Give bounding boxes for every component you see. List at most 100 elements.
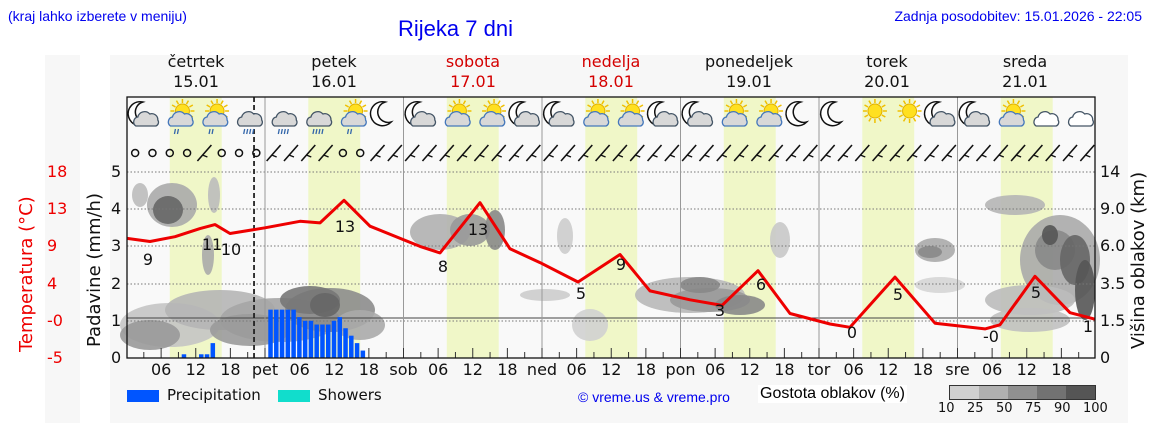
wind-barb-icon xyxy=(560,144,576,162)
wind-barb-icon xyxy=(473,144,490,162)
day-header-6: sreda 21.01 xyxy=(955,52,1095,92)
day-date: 18.01 xyxy=(588,72,634,91)
last-updated: Zadnja posodobitev: 15.01.2026 - 22:05 xyxy=(894,8,1142,24)
x-tick-label: 18 xyxy=(358,360,380,379)
wind-barb-icon xyxy=(338,148,348,158)
cloud-scale-step xyxy=(1037,386,1066,399)
day-header-5: torek 20.01 xyxy=(817,52,957,92)
tick-label: 1 xyxy=(111,311,122,330)
svg-text:-0: -0 xyxy=(983,327,999,346)
moon-icon xyxy=(819,100,844,127)
day-date: 15.01 xyxy=(173,72,219,91)
wind-barb-icon xyxy=(871,144,888,162)
wind-barb-icon xyxy=(664,144,680,162)
x-tick-label: 12 xyxy=(185,360,206,379)
precipitation-swatch xyxy=(127,390,159,402)
cloud-density-label: Gostota oblakov (%) xyxy=(758,385,907,403)
tick-label: 13 xyxy=(47,199,68,218)
wind-barb-icon xyxy=(525,144,541,162)
temperature-line xyxy=(126,198,1096,331)
x-tick-label: 12 xyxy=(324,360,345,379)
temp-axis-panel xyxy=(45,55,80,423)
tick-label: 5 xyxy=(111,162,122,181)
wind-barb-icon xyxy=(148,148,157,158)
tick-label: 0 xyxy=(111,348,122,367)
wind-barb-icon xyxy=(975,144,992,162)
tick-label: 2 xyxy=(111,274,122,293)
sun-icon xyxy=(862,99,887,123)
x-tick-label: 12 xyxy=(601,360,622,379)
sun-icon xyxy=(897,99,922,123)
wind-barb-icon xyxy=(577,144,593,162)
day-header-3: nedelja 18.01 xyxy=(541,52,681,92)
cloud-rain-icon xyxy=(306,111,333,135)
x-tick-label: 06 xyxy=(981,360,1003,379)
day-date: 21.01 xyxy=(1002,72,1048,91)
sun-cloud-icon xyxy=(721,99,749,127)
svg-text:13: 13 xyxy=(468,220,488,239)
svg-text:1: 1 xyxy=(1083,317,1093,336)
cloud-scale-step xyxy=(979,386,1008,399)
tick-label: 18 xyxy=(47,162,68,181)
wind-barb-icon xyxy=(612,144,628,162)
wind-barb-icon xyxy=(252,148,261,158)
x-tick-label: 18 xyxy=(635,360,657,379)
tick-label: -5 xyxy=(47,348,63,367)
x-tick-label: 06 xyxy=(150,360,172,379)
x-tick-label: pet xyxy=(251,360,279,379)
tick-label: 4 xyxy=(47,274,58,293)
tick-label: 3 xyxy=(111,236,122,255)
sun-cloud-rain-icon xyxy=(340,99,368,135)
svg-text:8: 8 xyxy=(438,257,448,276)
wind-barb-icon xyxy=(1079,144,1095,162)
tick-label: 9 xyxy=(47,236,58,255)
wind-barb-icon xyxy=(768,144,784,162)
cloud-rain-icon xyxy=(271,111,298,135)
tick-label: 3.5 xyxy=(1100,274,1126,293)
wind-barb-icon xyxy=(1062,144,1078,162)
tick-label: 9.0 xyxy=(1100,199,1126,218)
cloud-scale-step xyxy=(1008,386,1037,399)
day-date: 20.01 xyxy=(864,72,910,91)
day-header-1: petek 16.01 xyxy=(264,52,404,92)
wind-barb-icon xyxy=(681,144,697,162)
tick-label: 14 xyxy=(1100,162,1121,181)
copyright-link[interactable]: © vreme.us & vreme.pro xyxy=(578,389,730,405)
wind-barb-icon xyxy=(165,148,175,158)
moon-cloud-icon xyxy=(681,100,714,127)
wind-barb-icon xyxy=(508,144,524,162)
sun-cloud-icon xyxy=(756,99,784,127)
x-tick-label: 18 xyxy=(497,360,518,379)
wind-barb-icon xyxy=(1027,144,1044,162)
wind-barb-icon xyxy=(958,144,974,162)
svg-text:10: 10 xyxy=(221,240,241,259)
svg-text:6: 6 xyxy=(756,275,766,294)
x-tick-label: 12 xyxy=(462,360,483,379)
x-tick-label: 18 xyxy=(220,360,241,379)
wind-barb-icon xyxy=(369,144,386,162)
cloud-scale-label: 75 xyxy=(1025,401,1042,416)
x-tick-label: 06 xyxy=(289,360,310,379)
moon-cloud-icon xyxy=(958,100,991,127)
day-name: četrtek xyxy=(167,52,225,71)
sun-cloud-icon xyxy=(583,99,610,127)
cloud-scale-label: 25 xyxy=(967,401,984,416)
wind-barb-icon xyxy=(733,144,749,162)
x-tick-label: pon xyxy=(665,360,696,379)
wind-barb-icon xyxy=(196,144,213,162)
tick-label: 0 xyxy=(1100,348,1111,367)
day-date: 16.01 xyxy=(311,72,357,91)
cloud-scale-label: 100 xyxy=(1083,401,1108,416)
x-tick-label: 06 xyxy=(704,360,726,379)
wind-barbs-row xyxy=(130,144,1095,162)
wind-barb-icon xyxy=(130,148,140,158)
weather-icons-row xyxy=(127,99,1094,135)
precipitation-bars xyxy=(181,309,366,358)
wind-barb-icon xyxy=(217,148,226,158)
day-name: petek xyxy=(311,52,357,71)
day-header-0: četrtek 15.01 xyxy=(126,52,266,92)
moon-icon xyxy=(785,100,810,127)
x-tick-label: 06 xyxy=(427,360,449,379)
wind-barb-icon xyxy=(802,144,818,162)
